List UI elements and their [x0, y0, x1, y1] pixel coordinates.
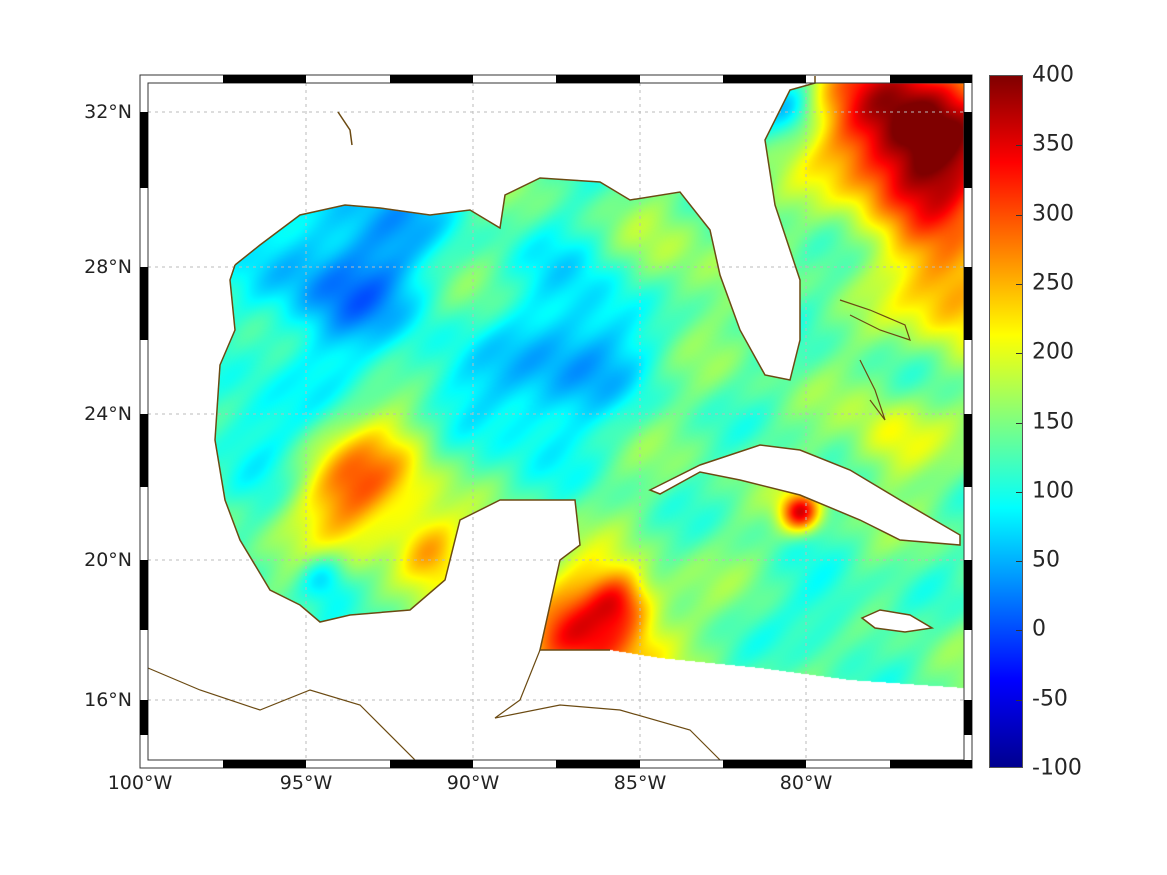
x-tick-label: 100°W: [107, 772, 173, 794]
colorbar-tick-label: 400: [1032, 62, 1074, 88]
frame-bar: [723, 75, 806, 83]
frame-bar: [140, 267, 148, 340]
frame-bar: [223, 75, 306, 83]
colorbar-tick: [1016, 145, 1022, 147]
colorbar-tick-label: 300: [1032, 201, 1074, 227]
coastline-central-america: [147, 667, 421, 766]
bahamas-coastline: [839, 299, 911, 341]
x-tick-label: 80°W: [779, 772, 833, 794]
colorbar-tick: [1016, 630, 1022, 632]
colorbar-tick-label: 350: [1032, 131, 1074, 157]
frame-bar: [964, 700, 972, 735]
frame-bar: [964, 112, 972, 188]
colorbar-tick-label: -100: [1032, 755, 1082, 781]
colorbar-tick: [1016, 491, 1022, 493]
frame-bar: [723, 760, 806, 768]
colorbar-tick: [1016, 422, 1022, 424]
frame-bar: [223, 760, 306, 768]
coastline-honduras: [494, 649, 721, 761]
frame-bar: [964, 560, 972, 630]
coastline-north: [234, 76, 816, 381]
frame-bar: [140, 700, 148, 735]
colorbar: [989, 75, 1023, 768]
y-tick-label: 20°N: [84, 549, 132, 571]
y-tick-label: 16°N: [84, 689, 132, 711]
colorbar-tick-label: 100: [1032, 478, 1074, 504]
frame-bar: [964, 414, 972, 487]
colorbar-tick-label: 150: [1032, 409, 1074, 434]
frame-bar: [390, 760, 473, 768]
colorbar-tick-label: 0: [1032, 616, 1046, 642]
coastline-mexico: [214, 264, 610, 651]
cuba-coastline: [648, 444, 961, 546]
frame-bar: [964, 267, 972, 340]
frame-bar: [890, 760, 972, 768]
frame-bar: [140, 414, 148, 487]
colorbar-tick-label: 250: [1032, 270, 1074, 296]
frame-bar: [140, 112, 148, 188]
colorbar-tick-label: 50: [1032, 547, 1060, 573]
colorbar-tick-label: -50: [1032, 686, 1068, 712]
colorbar-tick-label: 200: [1032, 339, 1074, 365]
x-tick-label: 90°W: [446, 772, 500, 794]
jamaica-coastline: [860, 609, 935, 633]
y-tick-label: 28°N: [84, 256, 132, 278]
frame-bar: [556, 75, 640, 83]
colorbar-tick: [1016, 561, 1022, 563]
lake-outline: [337, 111, 353, 146]
frame-bar: [140, 560, 148, 630]
y-tick-label: 24°N: [84, 403, 132, 425]
x-tick-label: 85°W: [613, 772, 667, 794]
frame-bar: [890, 75, 972, 83]
y-tick-label: 32°N: [84, 101, 132, 123]
colorbar-tick: [1016, 353, 1022, 355]
colorbar-tick: [1016, 214, 1022, 216]
frame-bar: [556, 760, 640, 768]
x-tick-label: 95°W: [279, 772, 333, 794]
frame-bar: [390, 75, 473, 83]
colorbar-tick: [1016, 699, 1022, 701]
colorbar-tick: [1016, 283, 1022, 285]
map-frame-inner: [147, 82, 965, 761]
bahamas-coastline: [859, 359, 886, 421]
